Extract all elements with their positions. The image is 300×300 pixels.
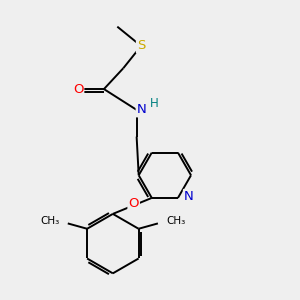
Text: CH₃: CH₃ [166, 216, 185, 226]
Text: S: S [137, 40, 145, 52]
Text: CH₃: CH₃ [40, 216, 59, 226]
Text: N: N [136, 103, 146, 116]
Text: H: H [150, 97, 159, 110]
Text: O: O [128, 197, 139, 210]
Text: O: O [73, 82, 83, 96]
Text: N: N [184, 190, 194, 203]
